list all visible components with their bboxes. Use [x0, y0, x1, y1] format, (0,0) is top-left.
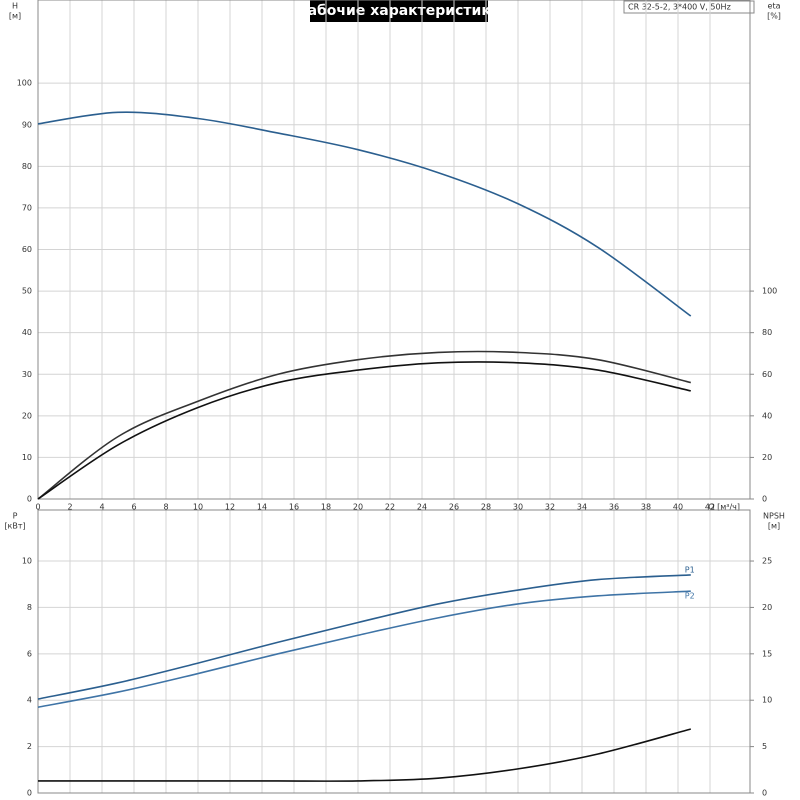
y-tick-label: 80 [22, 162, 32, 171]
x-tick-label: 28 [481, 503, 491, 512]
x-tick-label: 32 [545, 503, 555, 512]
y-tick-label: 60 [22, 245, 32, 254]
y-tick-label: 100 [17, 79, 32, 88]
y2-tick-label: 20 [762, 603, 772, 612]
y-axis-label: P [13, 512, 18, 521]
y-tick-label: 2 [27, 742, 32, 751]
y2-axis-label: NPSH [763, 512, 785, 521]
x-tick-label: 16 [289, 503, 299, 512]
y2-tick-label: 0 [762, 495, 767, 504]
x-tick-label: 30 [513, 503, 523, 512]
series-line [37, 361, 691, 500]
plot-frame [37, 509, 751, 794]
title-box [310, 0, 488, 22]
annotation-box [623, 0, 755, 14]
y-tick-label: 40 [22, 328, 32, 337]
y-tick-label: 4 [27, 696, 32, 705]
x-tick-label: 40 [673, 503, 683, 512]
x-tick-label: 10 [193, 503, 203, 512]
y2-axis-unit: [м] [768, 522, 780, 531]
y-tick-label: 20 [22, 411, 32, 420]
y-tick-label: 90 [22, 120, 32, 129]
y2-tick-label: 10 [762, 696, 772, 705]
x-tick-label: 26 [449, 503, 459, 512]
y-axis-unit: [кВт] [4, 522, 25, 531]
y2-tick-label: 80 [762, 328, 772, 337]
y-tick-label: 30 [22, 370, 32, 379]
annotation: CR 32-5-2, 3*400 V, 50Hz [628, 3, 731, 12]
y2-tick-label: 20 [762, 453, 772, 462]
series-line [37, 574, 691, 700]
series-line [37, 111, 692, 317]
x-tick-label: 20 [353, 503, 363, 512]
y-tick-label: 0 [27, 789, 32, 798]
x-tick-label: 24 [417, 503, 427, 512]
x-tick-label: 12 [225, 503, 235, 512]
x-tick-label: 4 [99, 503, 104, 512]
y2-axis-label: eta [768, 2, 781, 11]
x-tick-label: 14 [257, 503, 267, 512]
x-tick-label: 6 [131, 503, 136, 512]
y2-tick-label: 0 [762, 789, 767, 798]
y-tick-label: 70 [22, 203, 32, 212]
plot-frame [37, 0, 751, 500]
y2-axis-unit: [%] [767, 12, 781, 21]
y-axis-label: H [12, 2, 18, 11]
y2-tick-label: 25 [762, 557, 772, 566]
x-axis-label: Q [м³/ч] [708, 503, 740, 512]
series-label: P2 [685, 592, 695, 601]
y2-tick-label: 60 [762, 370, 772, 379]
y-tick-label: 0 [27, 495, 32, 504]
y-tick-label: 10 [22, 557, 32, 566]
x-tick-label: 8 [163, 503, 168, 512]
series-line [38, 728, 692, 782]
y-tick-label: 10 [22, 453, 32, 462]
x-tick-label: 36 [609, 503, 619, 512]
chart-title: Рабочие характеристики [297, 3, 500, 19]
x-tick-label: 18 [321, 503, 331, 512]
x-tick-label: 42 [705, 503, 715, 512]
y-tick-label: 6 [27, 649, 32, 658]
y2-tick-label: 40 [762, 411, 772, 420]
y-tick-label: 8 [27, 603, 32, 612]
series-line [37, 590, 691, 708]
y2-tick-label: 100 [762, 287, 777, 296]
x-tick-label: 34 [577, 503, 587, 512]
x-tick-label: 0 [35, 503, 40, 512]
x-tick-label: 38 [641, 503, 651, 512]
y-tick-label: 50 [22, 287, 32, 296]
x-tick-label: 22 [385, 503, 395, 512]
y2-tick-label: 5 [762, 742, 767, 751]
x-tick-label: 2 [67, 503, 72, 512]
series-label: P1 [685, 565, 695, 574]
y2-tick-label: 15 [762, 649, 772, 658]
y-axis-unit: [м] [9, 12, 21, 21]
series-line [37, 350, 691, 500]
